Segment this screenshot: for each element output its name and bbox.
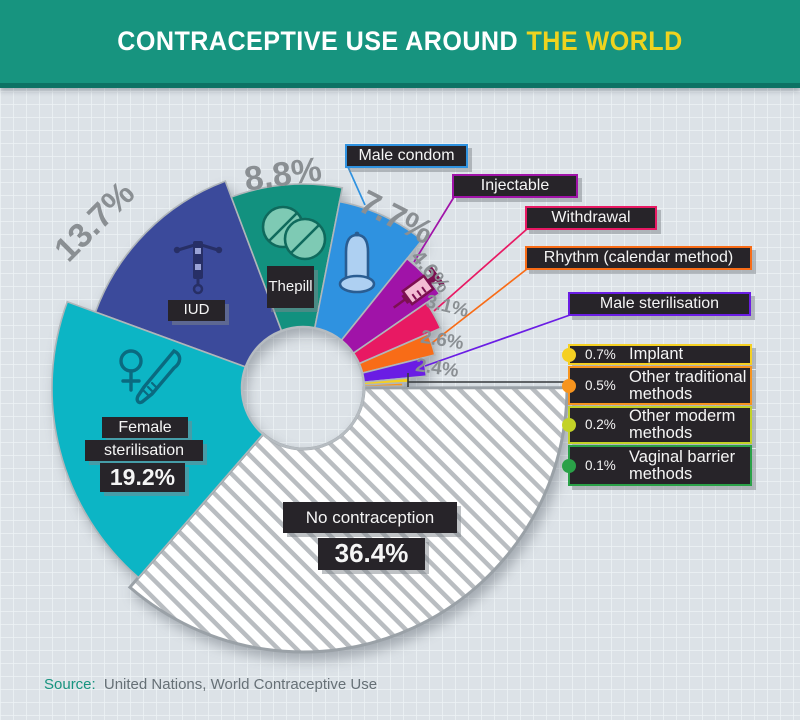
callout-male-sterilisation: Male sterilisation — [568, 292, 751, 316]
callout-withdrawal: Withdrawal — [525, 206, 657, 230]
female-label-2: sterilisation — [85, 440, 203, 461]
stat-other-moderm: 0.2% Other moderm methods — [562, 406, 752, 444]
stat-percent: 0.1% — [585, 457, 616, 473]
iud-icon — [173, 241, 223, 295]
callout-injectable: Injectable — [452, 174, 578, 198]
leader-line-rhythm — [431, 268, 528, 344]
female-symbol-scalpel-icon — [119, 348, 182, 405]
source-text: United Nations, World Contraceptive Use — [103, 676, 378, 693]
stat-dot — [562, 378, 576, 393]
stat-label: Implant — [629, 345, 684, 363]
stat-label: Other moderm methods — [629, 407, 736, 442]
stat-percent: 0.5% — [585, 377, 616, 393]
stat-vaginal-barrier: 0.1% Vaginal barrier methods — [562, 445, 752, 486]
stat-percent: 0.2% — [585, 417, 616, 433]
female-pct-label: 19.2% — [100, 463, 185, 492]
no-contra-label: No contraception — [283, 502, 457, 533]
female-label-1: Female — [102, 417, 188, 438]
stat-label: Other traditional methods — [629, 367, 747, 403]
syringe-icon — [392, 266, 445, 309]
stat-dot — [562, 418, 576, 432]
header: CONTRACEPTIVE USE AROUND THE WORLD — [0, 0, 800, 88]
stat-dot — [562, 458, 576, 473]
leader-line-injectable — [413, 196, 455, 263]
stat-other-traditional: 0.5% Other traditional methods — [562, 366, 752, 405]
page-title: CONTRACEPTIVE USE AROUND THE WORLD — [28, 26, 772, 57]
condom-icon — [338, 231, 376, 294]
stat-dot — [562, 347, 576, 362]
stat-implant: 0.7% Implant — [562, 344, 752, 365]
stat-percent: 0.7% — [585, 346, 616, 362]
title-main: CONTRACEPTIVE USE AROUND — [117, 26, 519, 56]
source-prefix: Source: — [44, 676, 96, 693]
pill-label: The pill — [267, 266, 314, 308]
leader-line-male-sterilisation — [424, 314, 571, 367]
pill-icon — [261, 205, 327, 261]
leader-line-male-condom — [347, 166, 366, 206]
stat-label: Vaginal barrier methods — [629, 447, 736, 483]
no-contra-pct-label: 36.4% — [318, 538, 425, 570]
leader-line-withdrawal — [433, 228, 528, 312]
title-accent: THE WORLD — [526, 26, 683, 56]
iud-label: IUD — [168, 300, 225, 321]
header-strip — [0, 83, 800, 88]
callout-male-condom: Male condom — [345, 144, 468, 168]
callout-rhythm: Rhythm (calendar method) — [525, 246, 752, 270]
source-line: Source: United Nations, World Contracept… — [44, 676, 377, 693]
